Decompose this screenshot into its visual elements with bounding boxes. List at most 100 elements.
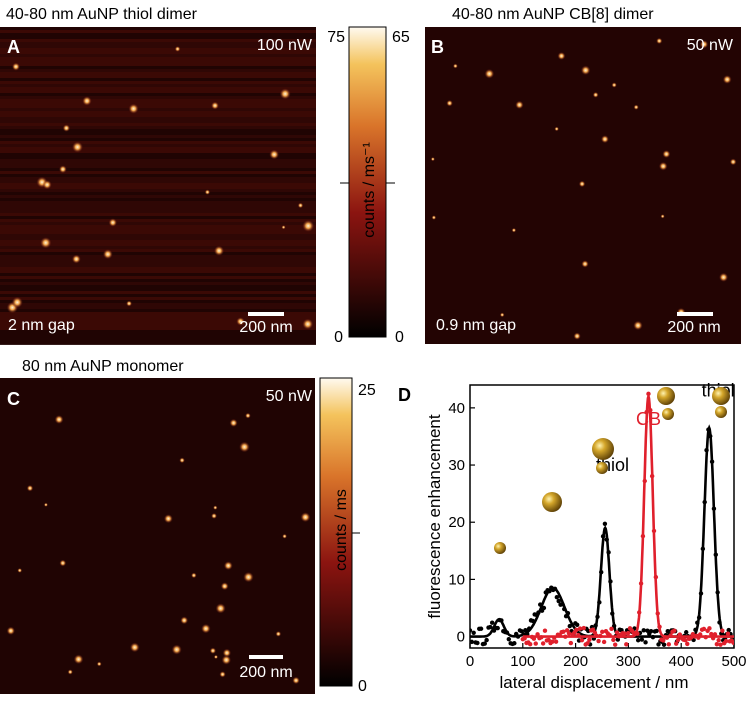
data-point-cb bbox=[574, 627, 579, 633]
emission-spot bbox=[43, 502, 48, 507]
scan-line bbox=[0, 150, 316, 153]
scan-line bbox=[0, 195, 316, 198]
scan-line bbox=[0, 147, 316, 150]
emission-spot bbox=[204, 189, 211, 195]
emission-spot bbox=[656, 37, 663, 45]
emission-spot bbox=[446, 99, 453, 107]
data-point-cb bbox=[701, 626, 707, 632]
bottom-colorbar-min: 0 bbox=[358, 678, 367, 695]
data-point-cb bbox=[533, 641, 538, 646]
plot-frame bbox=[469, 384, 735, 649]
y-tick-label: 30 bbox=[448, 457, 465, 474]
data-point-thiol bbox=[470, 639, 475, 645]
emission-spot bbox=[213, 245, 225, 256]
scan-line bbox=[0, 75, 316, 78]
scan-line bbox=[0, 264, 316, 267]
x-axis-label: lateral displacement / nm bbox=[500, 673, 689, 692]
emission-spot bbox=[245, 412, 251, 419]
panel-a-image bbox=[0, 27, 316, 345]
data-point-cb bbox=[683, 637, 688, 643]
emission-spot bbox=[108, 218, 118, 227]
scan-line bbox=[0, 144, 316, 147]
panel-c-power: 50 nW bbox=[266, 388, 313, 405]
data-point-cb bbox=[566, 631, 572, 636]
scan-line bbox=[0, 276, 316, 279]
scan-line bbox=[0, 45, 316, 48]
panel-b-letter: B bbox=[431, 37, 444, 57]
annotation-label: CB bbox=[636, 409, 661, 429]
panel-a-letter: A bbox=[7, 37, 20, 57]
x-tick-label: 300 bbox=[616, 653, 641, 670]
data-point-thiol bbox=[602, 521, 608, 526]
emission-spot bbox=[11, 62, 20, 71]
panel-b-scalebar bbox=[677, 312, 713, 316]
data-point-thiol bbox=[556, 598, 561, 604]
scan-line bbox=[0, 81, 316, 84]
panel-d-chart: 0 100 200 300 400 500 0 10 20 30 40 lateral displac… bbox=[425, 380, 747, 692]
scan-line bbox=[0, 267, 316, 270]
scan-line bbox=[0, 63, 316, 66]
y-tick-label: 0 bbox=[457, 629, 465, 646]
emission-spot bbox=[275, 631, 282, 637]
scan-line bbox=[0, 78, 316, 81]
scan-line bbox=[0, 186, 316, 189]
data-point-thiol bbox=[478, 626, 484, 631]
panel-c-scalebar bbox=[249, 655, 283, 659]
panel-b-gap: 0.9 nm gap bbox=[436, 317, 516, 334]
scan-line bbox=[0, 84, 316, 87]
data-point-thiol bbox=[484, 637, 489, 643]
data-point-cb bbox=[725, 631, 731, 636]
scan-line bbox=[0, 288, 316, 291]
scan-line bbox=[0, 36, 316, 39]
data-point-cb bbox=[585, 641, 590, 646]
scan-line bbox=[0, 183, 316, 186]
data-point-thiol bbox=[512, 641, 517, 646]
scan-line bbox=[0, 171, 316, 174]
scan-line bbox=[0, 234, 316, 237]
emission-spot bbox=[633, 104, 639, 110]
data-point-thiol bbox=[554, 594, 560, 600]
bottom-colorbar bbox=[319, 377, 353, 687]
nanoparticle-icon bbox=[542, 492, 562, 512]
emission-spot bbox=[239, 441, 250, 453]
emission-spot bbox=[219, 671, 226, 678]
emission-spot bbox=[292, 676, 300, 685]
emission-spot bbox=[71, 254, 81, 264]
emission-spot bbox=[573, 332, 581, 340]
data-point-thiol bbox=[541, 605, 547, 611]
emission-spot bbox=[6, 626, 16, 636]
emission-spot bbox=[223, 561, 233, 571]
data-point-cb bbox=[731, 640, 734, 645]
scan-line bbox=[0, 327, 316, 330]
emission-spot bbox=[40, 237, 52, 249]
scan-line bbox=[0, 252, 316, 255]
y-tick-label: 10 bbox=[448, 571, 465, 588]
data-point-thiol bbox=[684, 630, 689, 635]
emission-spot bbox=[220, 582, 229, 591]
panel-a-gap: 2 nm gap bbox=[8, 317, 75, 334]
scan-line bbox=[0, 321, 316, 324]
scan-line bbox=[0, 270, 316, 273]
emission-spot bbox=[592, 91, 599, 98]
data-point-cb bbox=[581, 625, 586, 631]
nanoparticle-icon bbox=[662, 408, 674, 420]
emission-spot bbox=[236, 317, 245, 326]
emission-spot bbox=[302, 219, 315, 232]
nanoparticle-icon bbox=[712, 387, 730, 405]
data-point-cb bbox=[707, 626, 712, 631]
emission-spot bbox=[515, 100, 524, 110]
scan-line bbox=[0, 318, 316, 321]
scan-line bbox=[0, 261, 316, 264]
emission-spot bbox=[633, 320, 643, 331]
top-colorbar-label: counts / ms⁻¹ bbox=[361, 142, 378, 238]
emission-spot bbox=[581, 260, 589, 268]
data-point-cb bbox=[666, 642, 671, 647]
scan-line bbox=[0, 57, 316, 60]
panel-c-scale-label: 200 nm bbox=[239, 664, 292, 681]
panel-a-scale-label: 200 nm bbox=[239, 319, 292, 336]
scan-line bbox=[0, 303, 316, 306]
scan-line bbox=[0, 279, 316, 282]
top-colorbar bbox=[348, 26, 387, 338]
scan-line bbox=[0, 105, 316, 108]
emission-spot bbox=[269, 149, 280, 160]
